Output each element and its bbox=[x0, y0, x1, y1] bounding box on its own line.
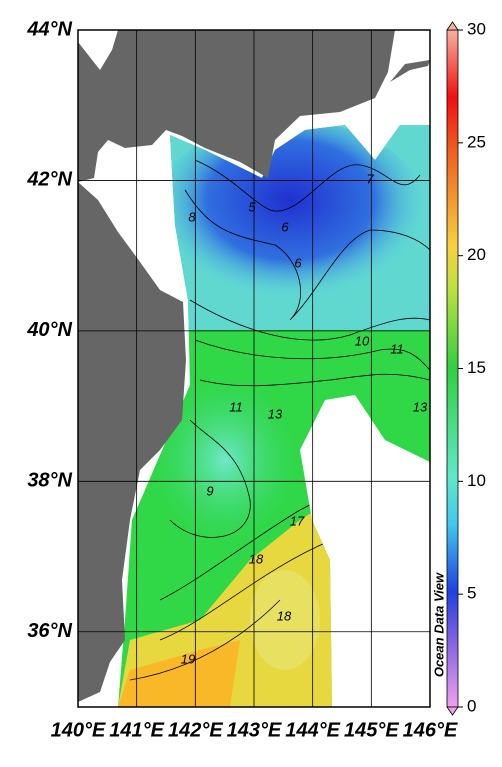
watermark: Ocean Data View bbox=[431, 572, 446, 677]
y-tick-label: 38°N bbox=[27, 470, 72, 492]
contour-label: 9 bbox=[206, 483, 213, 498]
contour-label: 10 bbox=[355, 333, 370, 348]
colorbar-tick-label: 30 bbox=[467, 19, 486, 38]
x-tick-label: 145°E bbox=[344, 719, 399, 741]
colorbar-tick-label: 20 bbox=[467, 245, 486, 264]
contour-label: 13 bbox=[413, 399, 428, 414]
contour-label: 7 bbox=[366, 171, 374, 186]
x-tick-label: 142°E bbox=[168, 719, 223, 741]
colorbar-tick-label: 25 bbox=[467, 132, 486, 151]
y-tick-label: 36°N bbox=[27, 620, 72, 642]
land bbox=[78, 30, 430, 702]
contour-label: 8 bbox=[188, 209, 196, 224]
contour-label: 19 bbox=[181, 651, 195, 666]
x-tick-label: 140°E bbox=[51, 719, 106, 741]
contour-label: 13 bbox=[268, 406, 283, 421]
y-tick-label: 44°N bbox=[26, 18, 72, 40]
x-tick-label: 143°E bbox=[227, 719, 282, 741]
y-tick-label: 40°N bbox=[26, 319, 72, 341]
x-tick-label: 146°E bbox=[403, 719, 458, 741]
contour-label: 5 bbox=[248, 199, 256, 214]
x-tick-label: 144°E bbox=[285, 719, 340, 741]
colorbar-arrow bbox=[446, 706, 459, 716]
contour-label: 11 bbox=[229, 399, 243, 414]
contour-label: 6 bbox=[294, 255, 302, 270]
colorbar-tick-label: 10 bbox=[467, 471, 486, 490]
y-tick-label: 42°N bbox=[26, 169, 72, 191]
plot-frame bbox=[77, 29, 431, 708]
contour-label: 11 bbox=[390, 341, 404, 356]
colorbar-tick-label: 15 bbox=[467, 358, 486, 377]
contour-label: 17 bbox=[290, 513, 305, 528]
colorbar bbox=[446, 29, 459, 708]
contour-label: 18 bbox=[277, 608, 292, 623]
colorbar-tick-label: 5 bbox=[467, 584, 476, 603]
colorbar-tick-label: 0 bbox=[467, 696, 476, 715]
contour-label: 18 bbox=[249, 551, 264, 566]
x-tick-label: 141°E bbox=[109, 719, 164, 741]
colorbar-arrow bbox=[446, 21, 459, 31]
contour-label: 6 bbox=[281, 219, 289, 234]
